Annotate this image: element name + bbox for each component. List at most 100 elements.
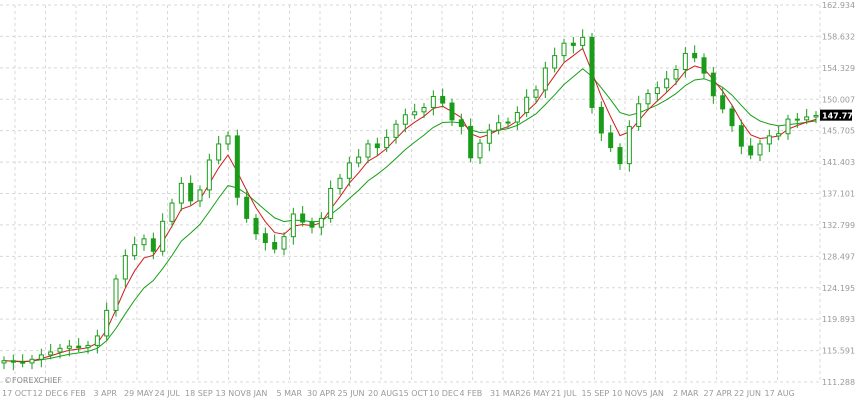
- fast-moving-average-line: [3, 47, 817, 363]
- y-tick-label: 128.497: [822, 252, 855, 261]
- candle-body: [804, 116, 810, 121]
- candle-body: [533, 89, 539, 98]
- candle-body: [430, 95, 436, 108]
- candle-body: [29, 358, 35, 364]
- x-tick-label: 27 APR: [704, 389, 733, 398]
- x-tick-label: 13 NOV: [216, 389, 247, 398]
- y-tick-label: 162.934: [822, 1, 855, 10]
- candle-body: [337, 177, 343, 189]
- candle-body: [589, 36, 595, 108]
- x-tick-label: 26 MAY: [521, 389, 550, 398]
- candle-body: [524, 96, 530, 114]
- candle-body: [66, 345, 72, 349]
- candle-body: [234, 135, 240, 198]
- current-price-label: 147.775: [822, 112, 856, 121]
- candle-body: [10, 360, 16, 363]
- x-tick-label: 6 FEB: [63, 389, 86, 398]
- x-tick-label: 22 JUN: [734, 389, 761, 398]
- candle-body: [757, 143, 763, 156]
- candle-body: [608, 132, 614, 149]
- candle-body: [813, 114, 819, 118]
- candle-body: [664, 78, 670, 89]
- current-price-tag: 147.775: [820, 109, 856, 121]
- candle-body: [626, 125, 632, 165]
- candle-body: [720, 95, 726, 110]
- candle-body: [262, 233, 268, 243]
- moving-average-lines: [3, 47, 817, 363]
- candle-body: [132, 244, 138, 257]
- candle-body: [38, 354, 44, 360]
- candle-body: [356, 156, 362, 164]
- x-tick-label: 5 JAN: [643, 389, 664, 398]
- y-tick-label: 115.591: [822, 347, 855, 356]
- candle-body: [794, 118, 800, 121]
- y-tick-label: 111.288: [822, 378, 855, 387]
- candle-body: [122, 255, 128, 280]
- candle-body: [94, 335, 100, 346]
- candle-body: [580, 36, 586, 46]
- candle-body: [617, 147, 623, 165]
- candle-body: [374, 143, 380, 149]
- candle-body: [290, 213, 296, 238]
- candle-body: [216, 143, 222, 161]
- candle-body: [300, 213, 306, 223]
- candle-body: [188, 182, 194, 202]
- candle-body: [48, 351, 54, 356]
- candle-body: [468, 125, 474, 159]
- candle-body: [346, 162, 352, 179]
- candle-body: [514, 112, 520, 123]
- candle-body: [552, 55, 558, 69]
- candle-body: [57, 347, 63, 353]
- y-tick-label: 150.007: [822, 95, 855, 104]
- candle-body: [244, 196, 250, 219]
- y-tick-label: 145.705: [822, 127, 855, 136]
- candle-body: [486, 129, 492, 144]
- x-tick-label: 24 JUL: [155, 389, 181, 398]
- y-tick-label: 158.632: [822, 32, 855, 41]
- candle-body: [776, 133, 782, 137]
- y-axis-labels: 162.934 158.632 154.329 150.007 145.705 141.4…: [822, 1, 855, 387]
- x-tick-label: 17 OCT: [2, 389, 32, 398]
- candle-body: [197, 189, 203, 202]
- candle-body: [598, 106, 604, 134]
- candle-body: [449, 102, 455, 121]
- candle-body: [505, 121, 511, 124]
- candle-body: [682, 52, 688, 70]
- x-tick-label: 25 JUN: [338, 389, 365, 398]
- candle-body: [421, 106, 427, 113]
- x-tick-label: 17 AUG: [765, 389, 795, 398]
- candle-body: [113, 278, 119, 311]
- x-tick-label: 18 SEP: [185, 389, 213, 398]
- candle-body: [412, 111, 418, 116]
- candle-body: [673, 68, 679, 80]
- candle-body: [365, 143, 371, 158]
- x-tick-label: 2 MAR: [673, 389, 699, 398]
- candle-body: [1, 360, 7, 364]
- candle-body: [654, 87, 660, 95]
- candle-body: [692, 52, 698, 59]
- x-tick-label: 10 NOV: [612, 389, 643, 398]
- x-tick-label: 8 JAN: [246, 389, 267, 398]
- x-tick-label: 29 MAY: [124, 389, 153, 398]
- x-tick-label: 5 MAR: [277, 389, 303, 398]
- x-tick-label: 20 AUG: [368, 389, 398, 398]
- candle-body: [645, 93, 651, 105]
- x-tick-label: 3 APR: [94, 389, 118, 398]
- x-tick-label: 15 OCT: [399, 389, 429, 398]
- x-tick-label: 15 SEP: [582, 389, 610, 398]
- candle-body: [169, 202, 175, 222]
- candle-body: [225, 135, 231, 145]
- x-axis-labels: 17 OCT 12 DEC 6 FEB 3 APR 29 MAY 24 JUL 18 SEP…: [2, 389, 795, 398]
- candle-body: [729, 108, 735, 127]
- x-tick-label: 4 FEB: [460, 389, 483, 398]
- candle-body: [20, 361, 26, 364]
- x-tick-label: 31 MAR: [490, 389, 521, 398]
- candle-body: [178, 182, 184, 204]
- y-tick-label: 141.403: [822, 158, 855, 167]
- candle-body: [85, 344, 91, 349]
- candle-body: [701, 57, 707, 74]
- candle-body: [104, 309, 110, 337]
- candle-body: [766, 135, 772, 145]
- candle-body: [496, 122, 502, 131]
